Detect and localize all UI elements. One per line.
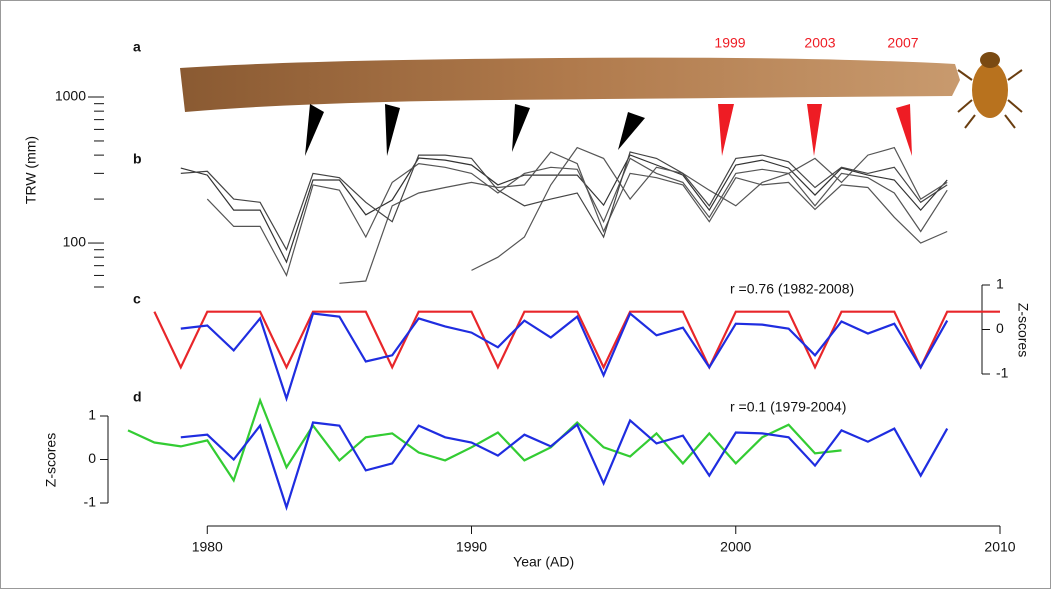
panel-label: a (133, 39, 141, 55)
y-axis-label: TRW (mm) (23, 136, 39, 204)
y-tick-label: 1000 (55, 88, 86, 104)
y-axis-label: Z-scores (43, 433, 59, 487)
y-axis-label: Z-scores (1015, 303, 1031, 357)
annotation: r =0.76 (1982-2008) (730, 281, 854, 297)
y-tick-label: 1 (996, 276, 1004, 292)
beetle (957, 52, 1023, 129)
series-line (180, 154, 948, 264)
series-line (153, 310, 1000, 370)
series-line (127, 397, 842, 483)
black-arrows (305, 104, 645, 156)
series-line (339, 151, 948, 284)
series-line (180, 151, 948, 252)
y-tick-label: 100 (63, 234, 87, 250)
y-tick-label: -1 (996, 365, 1009, 381)
x-tick-label: 2000 (720, 539, 751, 555)
y-tick-label: -1 (84, 494, 97, 510)
series-line (180, 311, 949, 403)
series-line (180, 418, 949, 512)
y-tick-label: 1 (88, 407, 96, 423)
wood-sample (180, 57, 960, 112)
y-tick-label: 0 (88, 450, 96, 466)
panel-label: b (133, 151, 142, 167)
x-axis-label: Year (AD) (513, 554, 574, 570)
x-tick-label: 2010 (984, 539, 1015, 555)
series-line (206, 157, 948, 277)
panel-label: c (133, 291, 141, 307)
year-label: 2007 (887, 35, 918, 51)
red-arrows (718, 104, 912, 156)
year-label: 2003 (804, 35, 835, 51)
x-tick-label: 1980 (192, 539, 223, 555)
y-tick-label: 0 (996, 320, 1004, 336)
annotation: r =0.1 (1979-2004) (730, 399, 846, 415)
series-line (471, 146, 948, 271)
year-label: 1999 (714, 35, 745, 51)
x-tick-label: 1990 (456, 539, 487, 555)
panel-label: d (133, 389, 142, 405)
